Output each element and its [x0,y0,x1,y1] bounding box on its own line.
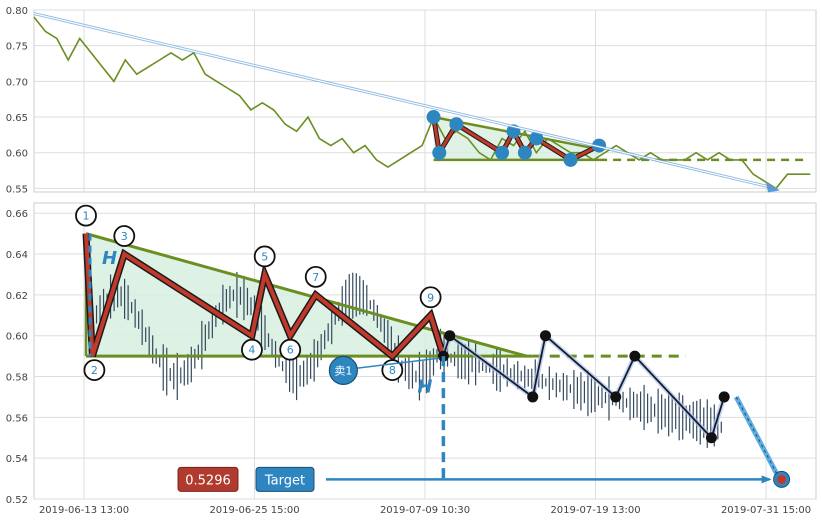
pattern-point-label: 8 [389,364,396,377]
pattern-point-label: 1 [83,210,90,223]
pattern-point-circle [304,265,327,288]
target-value-label: 0.5296 [185,473,231,488]
pattern-point-circle [279,338,302,361]
y-tick-label-bottom: 0.52 [6,495,28,506]
sell-marker [328,355,358,385]
x-tick-label: 2019-07-09 10:30 [380,505,470,516]
pattern-point-label: 9 [427,291,434,304]
sell-label: 卖1 [334,364,352,377]
y-tick-label-top: 0.55 [6,184,28,195]
post-pattern-point [610,391,622,403]
x-tick-label: 2019-06-13 13:00 [39,505,129,516]
target-name-box [255,466,315,492]
y-tick-label-top: 0.65 [6,113,28,124]
y-tick-label-top: 0.60 [6,149,28,160]
height-label-left: H [102,248,117,269]
projection-line-inner [735,396,779,476]
y-tick-label-bottom: 0.60 [6,332,28,343]
post-pattern-point [539,330,551,342]
y-tick-label-bottom: 0.66 [6,209,28,220]
x-tick-label: 2019-06-25 15:00 [209,505,299,516]
pattern-point-label: 2 [91,364,98,377]
pattern-point-top [426,110,441,125]
pattern-point-top [529,131,544,146]
sell-pointer [355,357,440,370]
trend-arrow-head [766,182,780,193]
y-tick-label-bottom: 0.62 [6,291,28,302]
trend-arrow-line-inner [33,12,777,190]
x-tick-label: 2019-07-31 15:00 [721,505,811,516]
post-pattern-point [444,330,456,342]
post-pattern-point [718,391,730,403]
pattern-zigzag-bottom [84,233,446,359]
post-pattern-point [705,432,717,444]
pattern-point-top [563,152,578,167]
pattern-point-label: 7 [312,271,319,284]
pattern-point-circle [419,286,442,309]
post-pattern-line [442,334,726,440]
pattern-point-top [449,117,464,132]
target-name-label: Target [264,473,305,488]
y-tick-label-bottom: 0.58 [6,373,28,384]
pattern-point-top [517,145,532,160]
x-tick-label: 2019-07-19 13:00 [550,505,640,516]
pattern-point-circle [253,245,276,268]
post-pattern-point [629,350,641,362]
y-tick-label-top: 0.70 [6,77,28,88]
bottom-panel: 0.52 0.54 0.56 0.58 0.60 0.62 0.64 0.66 H 1 2 3 4 5 6 7… [6,202,817,506]
top-panel: 0.55 0.60 0.65 0.70 0.75 0.80 [6,6,817,195]
pattern-point-label: 4 [248,344,255,357]
target-value-box [177,466,239,492]
x-axis: 2019-06-13 13:00 2019-06-25 15:00 2019-07-… [39,505,811,516]
price-line-top [33,16,811,190]
target-arrow-head [761,475,772,484]
pattern-point-label: 6 [287,344,294,357]
y-tick-label-bottom: 0.54 [6,454,28,465]
y-tick-label-bottom: 0.56 [6,413,28,424]
y-tick-label-top: 0.80 [6,6,28,17]
pattern-point-top [432,145,447,160]
target-marker-inner [777,474,787,484]
y-tick-label-top: 0.75 [6,42,28,53]
y-tick-label-bottom: 0.64 [6,250,28,261]
pattern-point-label: 3 [121,230,128,243]
pattern-point-label: 5 [261,250,268,263]
height-label-breakout: H [417,377,432,398]
post-pattern-point [527,391,539,403]
pattern-point-circle [75,204,97,227]
pattern-point-top [495,145,510,160]
pattern-point-circle [83,359,106,382]
pattern-point-circle [113,225,136,247]
pattern-point-circle [241,338,263,361]
